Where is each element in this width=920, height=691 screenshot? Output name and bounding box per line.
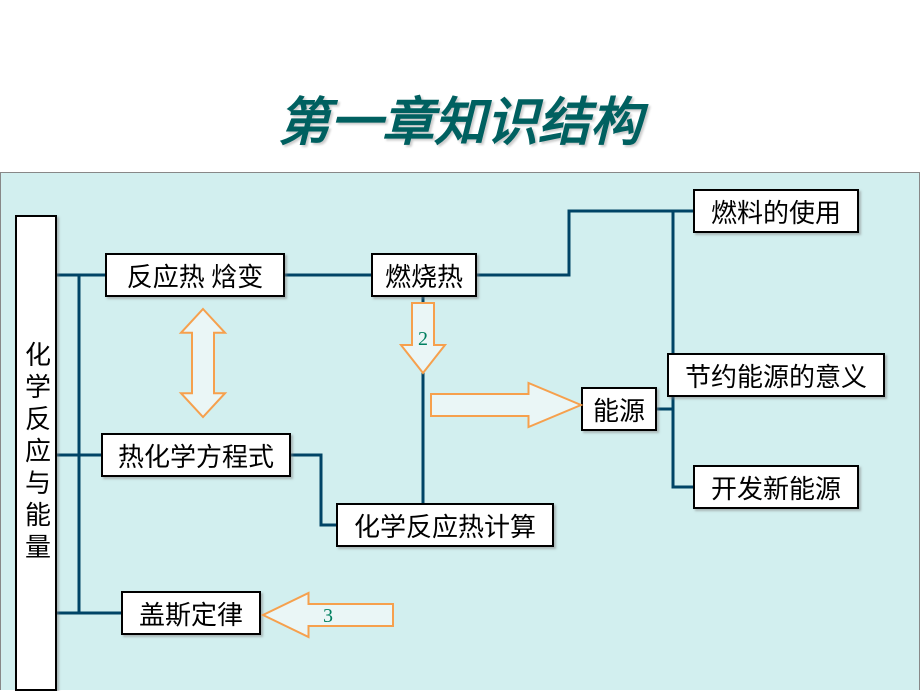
node-eq: 热化学方程式 <box>101 433 291 477</box>
svg-text:3: 3 <box>323 605 333 627</box>
arrow-left: 3 <box>263 593 393 637</box>
node-hess: 盖斯定律 <box>121 591 261 635</box>
node-calc: 化学反应热计算 <box>336 503 554 547</box>
arrow-right <box>431 383 581 427</box>
node-comb: 燃烧热 <box>371 253 477 297</box>
arrow-down: 2 <box>401 303 445 373</box>
node-fuel: 燃料的使用 <box>693 189 859 233</box>
page-title: 第一章知识结构 <box>0 80 920 155</box>
node-energy: 能源 <box>581 387 657 431</box>
arrow-updown <box>181 309 225 417</box>
node-root: 化学反应与能量 <box>15 215 57 691</box>
node-save: 节约能源的意义 <box>667 353 885 397</box>
diagram-canvas: 化学反应与能量 反应热 焓变 热化学方程式 盖斯定律 燃烧热 化学反应热计算 能… <box>0 172 920 690</box>
node-rxn: 反应热 焓变 <box>105 253 285 297</box>
svg-text:2: 2 <box>418 328 428 350</box>
node-new: 开发新能源 <box>693 465 859 509</box>
